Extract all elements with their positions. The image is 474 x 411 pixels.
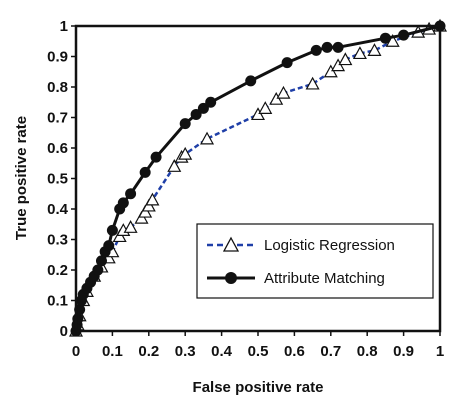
series-attribute-matching <box>70 20 446 337</box>
x-tick-label: 0.1 <box>102 343 123 360</box>
y-tick-label: 0.9 <box>47 49 68 66</box>
data-point-attribute-matching <box>103 240 115 252</box>
data-point-attribute-matching <box>332 41 344 53</box>
data-point-attribute-matching <box>117 197 129 209</box>
data-point-logistic-regression <box>123 220 138 233</box>
legend: Logistic Regression Attribute Matching <box>196 223 434 299</box>
series-layer <box>68 18 448 337</box>
data-point-attribute-matching <box>310 44 322 56</box>
data-point-attribute-matching <box>125 188 137 200</box>
y-tick-label: 0.8 <box>47 79 68 96</box>
y-tick-label: 0.4 <box>47 201 69 218</box>
data-point-attribute-matching <box>321 41 333 53</box>
x-tick-label: 0.6 <box>284 343 305 360</box>
legend-marker-logistic-regression <box>222 236 240 252</box>
x-tick-label: 0.5 <box>248 343 269 360</box>
data-point-attribute-matching <box>139 166 151 178</box>
x-tick-label: 0.3 <box>175 343 196 360</box>
legend-marker-attribute-matching <box>225 272 237 284</box>
y-tick-label: 0.6 <box>47 140 68 157</box>
x-tick-label: 1 <box>436 343 444 360</box>
y-tick-label: 1 <box>60 18 68 35</box>
data-point-attribute-matching <box>197 102 209 114</box>
data-point-attribute-matching <box>379 32 391 44</box>
data-point-attribute-matching <box>95 255 107 267</box>
y-axis-label: True positive rate <box>13 116 30 240</box>
data-point-logistic-regression <box>276 85 291 99</box>
x-tick-label: 0.4 <box>211 343 233 360</box>
data-point-logistic-regression <box>167 159 182 172</box>
x-axis-label: False positive rate <box>193 379 324 396</box>
data-point-attribute-matching <box>106 224 118 236</box>
legend-label-attribute-matching: Attribute Matching <box>264 270 385 287</box>
data-point-logistic-regression <box>367 43 382 57</box>
data-point-attribute-matching <box>190 108 202 120</box>
data-point-attribute-matching <box>150 151 162 163</box>
data-point-attribute-matching <box>245 75 257 87</box>
data-point-attribute-matching <box>92 264 104 276</box>
data-point-attribute-matching <box>179 118 191 130</box>
legend-label-logistic-regression: Logistic Regression <box>264 237 395 254</box>
y-tick-label: 0.2 <box>47 262 68 279</box>
axis-ticks: 0 0.1 0.2 0.3 0.4 0.5 0.6 0.7 0.8 0.9 1 0 0.1 0.2 0.3 0… <box>47 18 444 360</box>
data-point-logistic-regression <box>352 46 367 60</box>
data-point-attribute-matching <box>72 313 84 325</box>
y-tick-label: 0.5 <box>47 171 68 188</box>
data-point-logistic-regression <box>145 192 160 206</box>
y-tick-label: 0.1 <box>47 293 68 310</box>
data-point-attribute-matching <box>398 29 410 41</box>
legend-box <box>196 223 434 299</box>
data-point-attribute-matching <box>281 57 293 69</box>
y-tick-label: 0.3 <box>47 232 68 249</box>
data-point-logistic-regression <box>258 101 273 114</box>
data-point-logistic-regression <box>178 146 193 160</box>
data-point-logistic-regression <box>200 131 215 145</box>
x-tick-label: 0 <box>72 343 80 360</box>
data-point-logistic-regression <box>305 76 320 90</box>
y-tick-label: 0 <box>60 323 68 340</box>
x-tick-label: 0.2 <box>138 343 159 360</box>
data-point-attribute-matching <box>205 96 217 108</box>
x-tick-label: 0.8 <box>357 343 378 360</box>
x-tick-label: 0.7 <box>320 343 341 360</box>
data-point-logistic-regression <box>338 52 353 66</box>
y-tick-label: 0.7 <box>47 110 68 127</box>
x-tick-label: 0.9 <box>393 343 414 360</box>
